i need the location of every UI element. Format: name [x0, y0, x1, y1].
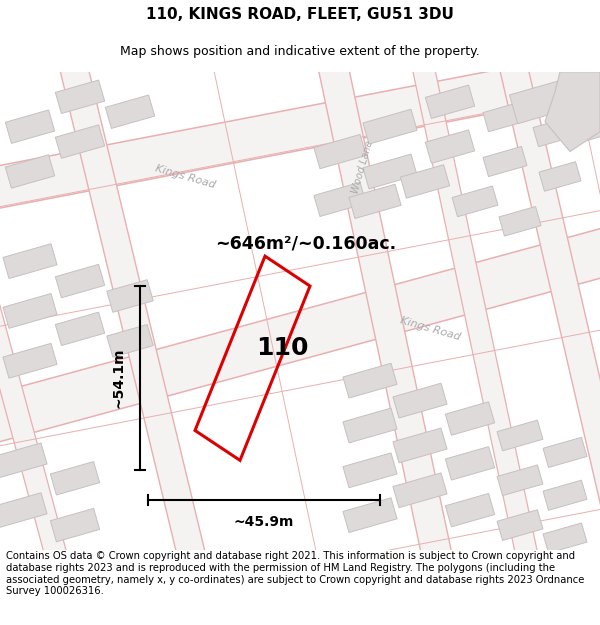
- Polygon shape: [107, 280, 153, 312]
- Polygon shape: [543, 523, 587, 553]
- Polygon shape: [425, 130, 475, 163]
- Polygon shape: [497, 510, 543, 541]
- Polygon shape: [343, 453, 397, 488]
- Polygon shape: [343, 498, 397, 532]
- Polygon shape: [452, 186, 498, 217]
- Polygon shape: [425, 85, 475, 119]
- Polygon shape: [55, 80, 104, 114]
- Polygon shape: [0, 49, 71, 572]
- Polygon shape: [445, 402, 494, 435]
- Polygon shape: [543, 438, 587, 468]
- Polygon shape: [55, 264, 104, 298]
- Polygon shape: [445, 447, 494, 480]
- Text: ~45.9m: ~45.9m: [234, 515, 294, 529]
- Polygon shape: [563, 108, 600, 146]
- Polygon shape: [55, 125, 104, 158]
- Polygon shape: [314, 134, 366, 169]
- Polygon shape: [509, 80, 571, 124]
- Text: Map shows position and indicative extent of the property.: Map shows position and indicative extent…: [120, 45, 480, 58]
- Polygon shape: [400, 165, 449, 198]
- Polygon shape: [106, 95, 155, 128]
- Polygon shape: [393, 428, 447, 462]
- Polygon shape: [314, 182, 366, 216]
- Polygon shape: [0, 443, 47, 478]
- Polygon shape: [3, 244, 57, 279]
- Polygon shape: [3, 294, 57, 328]
- Text: ~646m²/~0.160ac.: ~646m²/~0.160ac.: [215, 234, 396, 253]
- Text: ~54.1m: ~54.1m: [111, 348, 125, 408]
- Polygon shape: [55, 312, 104, 346]
- Polygon shape: [445, 494, 494, 527]
- Polygon shape: [543, 480, 587, 510]
- Polygon shape: [363, 109, 417, 144]
- Polygon shape: [533, 117, 577, 147]
- Polygon shape: [316, 49, 455, 573]
- Polygon shape: [497, 420, 543, 451]
- Polygon shape: [3, 343, 57, 378]
- Polygon shape: [50, 462, 100, 495]
- Polygon shape: [496, 49, 600, 573]
- Text: Contains OS data © Crown copyright and database right 2021. This information is : Contains OS data © Crown copyright and d…: [6, 551, 584, 596]
- Polygon shape: [0, 492, 47, 528]
- Text: Kings Road: Kings Road: [154, 163, 216, 190]
- Polygon shape: [483, 102, 527, 132]
- Polygon shape: [483, 146, 527, 177]
- Polygon shape: [545, 72, 600, 151]
- Polygon shape: [539, 162, 581, 191]
- Polygon shape: [5, 110, 55, 143]
- Polygon shape: [56, 49, 209, 573]
- Polygon shape: [393, 473, 447, 508]
- Polygon shape: [363, 154, 417, 189]
- Polygon shape: [0, 31, 600, 217]
- Text: Wood Lane: Wood Lane: [350, 139, 376, 194]
- Text: Kings Road: Kings Road: [399, 316, 461, 342]
- Polygon shape: [343, 408, 397, 443]
- Polygon shape: [349, 184, 401, 219]
- Polygon shape: [343, 363, 397, 398]
- Polygon shape: [5, 155, 55, 188]
- Polygon shape: [499, 206, 541, 236]
- Text: 110: 110: [256, 336, 309, 360]
- Polygon shape: [0, 203, 600, 454]
- Polygon shape: [393, 383, 447, 418]
- Polygon shape: [107, 324, 153, 357]
- Text: 110, KINGS ROAD, FLEET, GU51 3DU: 110, KINGS ROAD, FLEET, GU51 3DU: [146, 7, 454, 22]
- Polygon shape: [409, 49, 541, 572]
- Polygon shape: [50, 508, 100, 542]
- Polygon shape: [497, 465, 543, 496]
